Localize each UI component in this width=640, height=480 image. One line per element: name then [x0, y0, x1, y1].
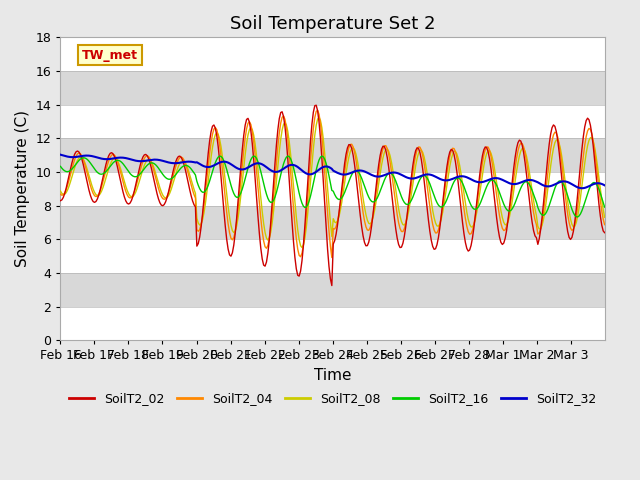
- Bar: [60, 105, 605, 138]
- Text: TW_met: TW_met: [82, 48, 138, 61]
- Y-axis label: Soil Temperature (C): Soil Temperature (C): [15, 110, 30, 267]
- Bar: [60, 240, 605, 273]
- Bar: [60, 71, 605, 105]
- Bar: [60, 273, 605, 307]
- Legend: SoilT2_02, SoilT2_04, SoilT2_08, SoilT2_16, SoilT2_32: SoilT2_02, SoilT2_04, SoilT2_08, SoilT2_…: [64, 387, 601, 410]
- Bar: [60, 37, 605, 71]
- Bar: [60, 138, 605, 172]
- Bar: [60, 307, 605, 340]
- Bar: [60, 206, 605, 240]
- Title: Soil Temperature Set 2: Soil Temperature Set 2: [230, 15, 435, 33]
- Bar: [60, 172, 605, 206]
- X-axis label: Time: Time: [314, 368, 351, 383]
